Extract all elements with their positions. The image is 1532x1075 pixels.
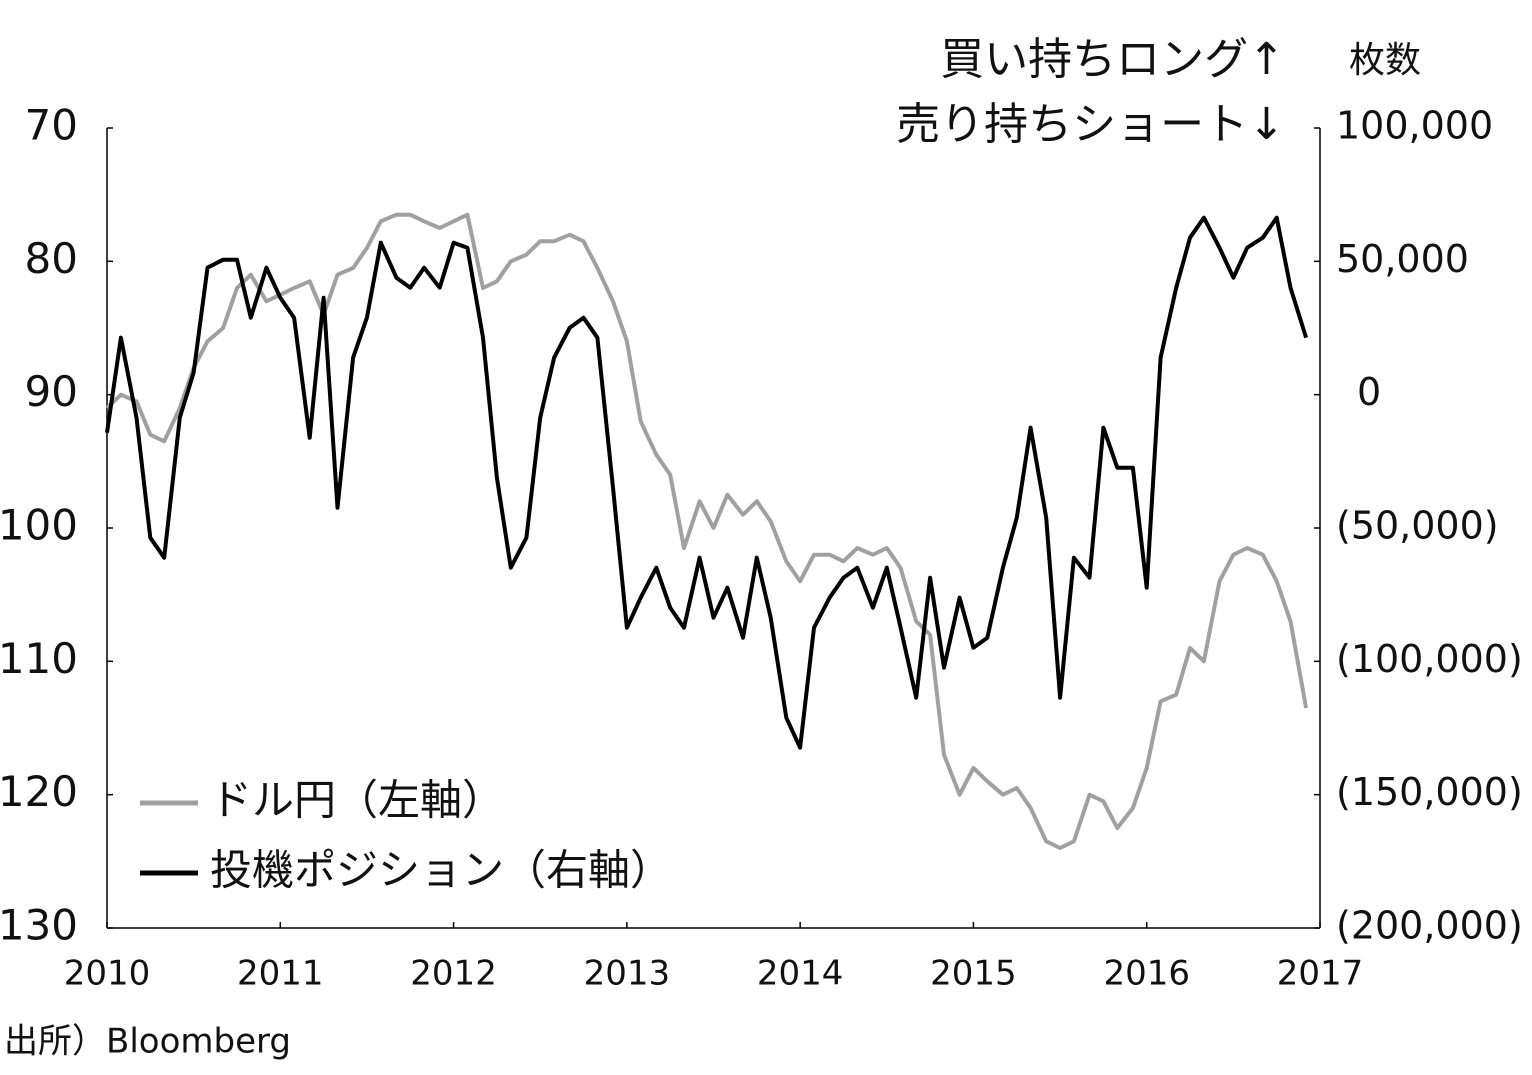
- series-line: [105, 212, 1309, 850]
- x-tick-label: 2013: [584, 954, 671, 994]
- y-tick-label: 80: [25, 234, 78, 283]
- annotation: 売り持ちショート↓: [896, 99, 1285, 150]
- x-tick-label: 2016: [1103, 954, 1190, 994]
- y-tick-label: 120: [0, 767, 78, 816]
- y2-tick-label: 100,000: [1336, 104, 1493, 148]
- x-tick-label: 2015: [930, 954, 1017, 994]
- y-tick-label: 110: [0, 634, 78, 683]
- y2-tick-label: 50,000: [1336, 237, 1469, 281]
- y2-tick-label: (150,000): [1336, 770, 1523, 814]
- x-tick-label: 2014: [757, 954, 844, 994]
- y-tick-label: 90: [25, 367, 78, 416]
- annotation: 買い持ちロング↑: [940, 34, 1285, 85]
- legend-label: ドル円（左軸）: [210, 776, 504, 825]
- y-tick-label: 130: [0, 901, 78, 950]
- x-tick-label: 2012: [410, 954, 497, 994]
- y2-tick-label: 0: [1357, 370, 1381, 414]
- series-line: [105, 215, 1309, 750]
- x-tick-label: 2017: [1277, 954, 1364, 994]
- y-tick-label: 70: [25, 101, 78, 150]
- y2-tick-label: (100,000): [1336, 637, 1523, 681]
- x-tick-label: 2010: [64, 954, 151, 994]
- y2-tick-label: (50,000): [1336, 504, 1499, 548]
- x-tick-label: 2011: [237, 954, 324, 994]
- legend-label: 投機ポジション（右軸）: [210, 846, 672, 895]
- y2-axis-label: 枚数: [1349, 40, 1421, 81]
- y-tick-label: 100: [0, 501, 78, 550]
- y2-tick-label: (200,000): [1336, 904, 1523, 948]
- source: 出所）Bloomberg: [4, 1022, 291, 1062]
